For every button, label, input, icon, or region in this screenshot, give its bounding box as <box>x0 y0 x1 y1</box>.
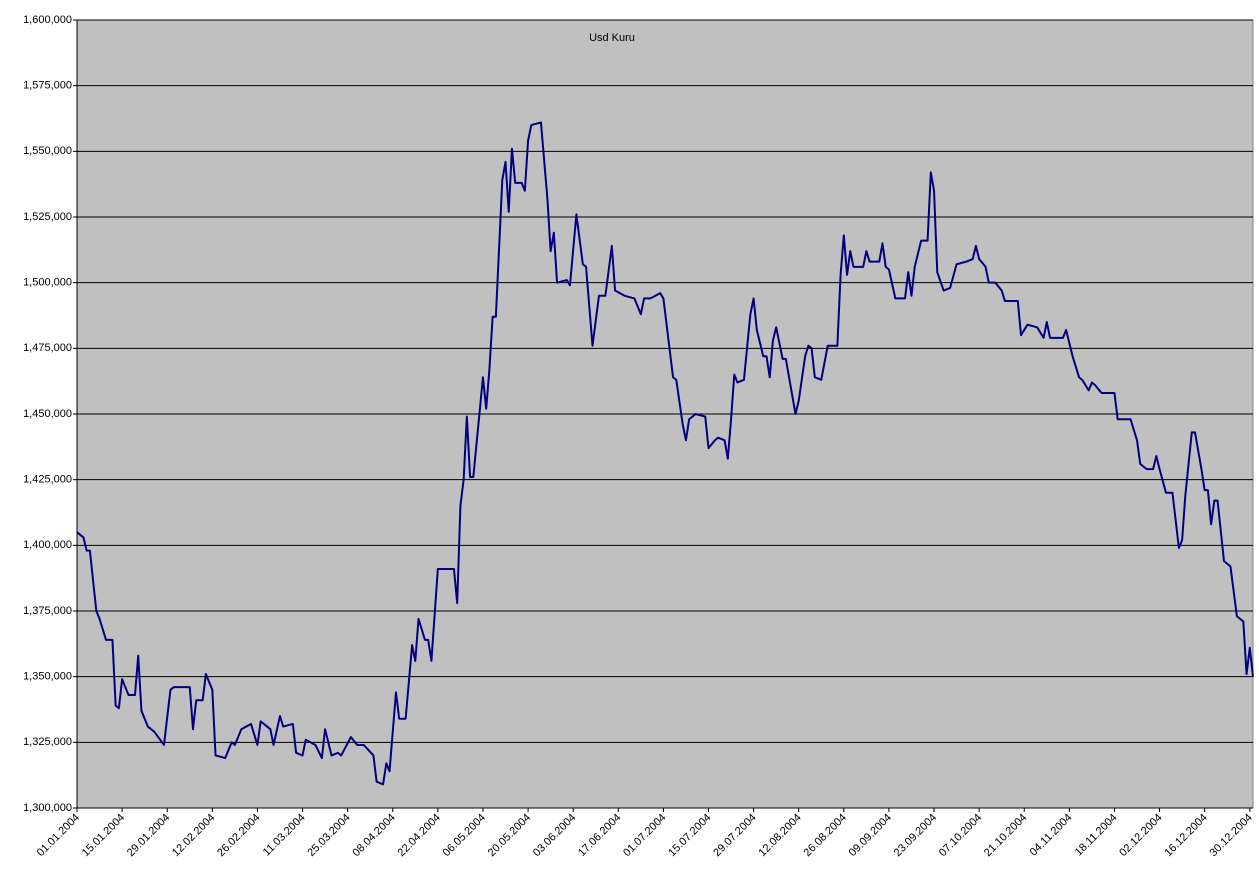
y-tick-label: 1,450,000 <box>23 408 72 420</box>
x-tick-label: 16.12.2004 <box>1162 812 1209 859</box>
x-tick-label: 23.09.2004 <box>892 812 939 859</box>
y-tick-label: 1,300,000 <box>23 802 72 814</box>
x-tick-label: 03.06.2004 <box>531 812 578 859</box>
x-tick-label: 04.11.2004 <box>1028 812 1075 859</box>
x-tick-label: 15.01.2004 <box>80 812 127 859</box>
x-tick-label: 06.05.2004 <box>441 812 488 859</box>
x-tick-label: 21.10.2004 <box>982 812 1029 859</box>
y-tick-label: 1,500,000 <box>23 277 72 289</box>
x-tick-label: 29.07.2004 <box>711 812 758 859</box>
y-tick-label: 1,425,000 <box>23 474 72 486</box>
x-tick-label: 22.04.2004 <box>396 812 443 859</box>
x-tick-label: 01.01.2004 <box>35 812 82 859</box>
x-tick-label: 26.02.2004 <box>215 812 262 859</box>
y-tick-label: 1,600,000 <box>23 14 72 26</box>
x-tick-label: 25.03.2004 <box>305 812 352 859</box>
y-tick-label: 1,325,000 <box>23 736 72 748</box>
data-line <box>76 121 1254 786</box>
x-tick-label: 15.07.2004 <box>666 812 713 859</box>
y-tick-label: 1,400,000 <box>23 539 72 551</box>
x-tick-label: 11.03.2004 <box>261 812 308 859</box>
y-tick-label: 1,475,000 <box>23 342 72 354</box>
x-tick-label: 07.10.2004 <box>937 812 984 859</box>
x-tick-label: 01.07.2004 <box>621 812 668 859</box>
chart-title: Usd Kuru <box>589 32 635 44</box>
x-tick-label: 12.02.2004 <box>170 812 217 859</box>
x-tick-label: 12.08.2004 <box>756 812 803 859</box>
y-tick-label: 1,525,000 <box>23 211 72 223</box>
y-tick-label: 1,575,000 <box>23 80 72 92</box>
x-tick-label: 02.12.2004 <box>1117 812 1164 859</box>
x-tick-label: 26.08.2004 <box>802 812 849 859</box>
x-tick-label: 08.04.2004 <box>350 812 397 859</box>
y-tick-label: 1,350,000 <box>23 671 72 683</box>
x-tick-label: 29.01.2004 <box>125 812 172 859</box>
x-tick-label: 30.12.2004 <box>1207 812 1254 859</box>
y-tick-label: 1,550,000 <box>23 145 72 157</box>
x-tick-label: 20.05.2004 <box>486 812 533 859</box>
x-tick-label: 17.06.2004 <box>576 812 623 859</box>
y-tick-label: 1,375,000 <box>23 605 72 617</box>
x-tick-label: 09.09.2004 <box>847 812 894 859</box>
x-tick-label: 18.11.2004 <box>1073 812 1120 859</box>
